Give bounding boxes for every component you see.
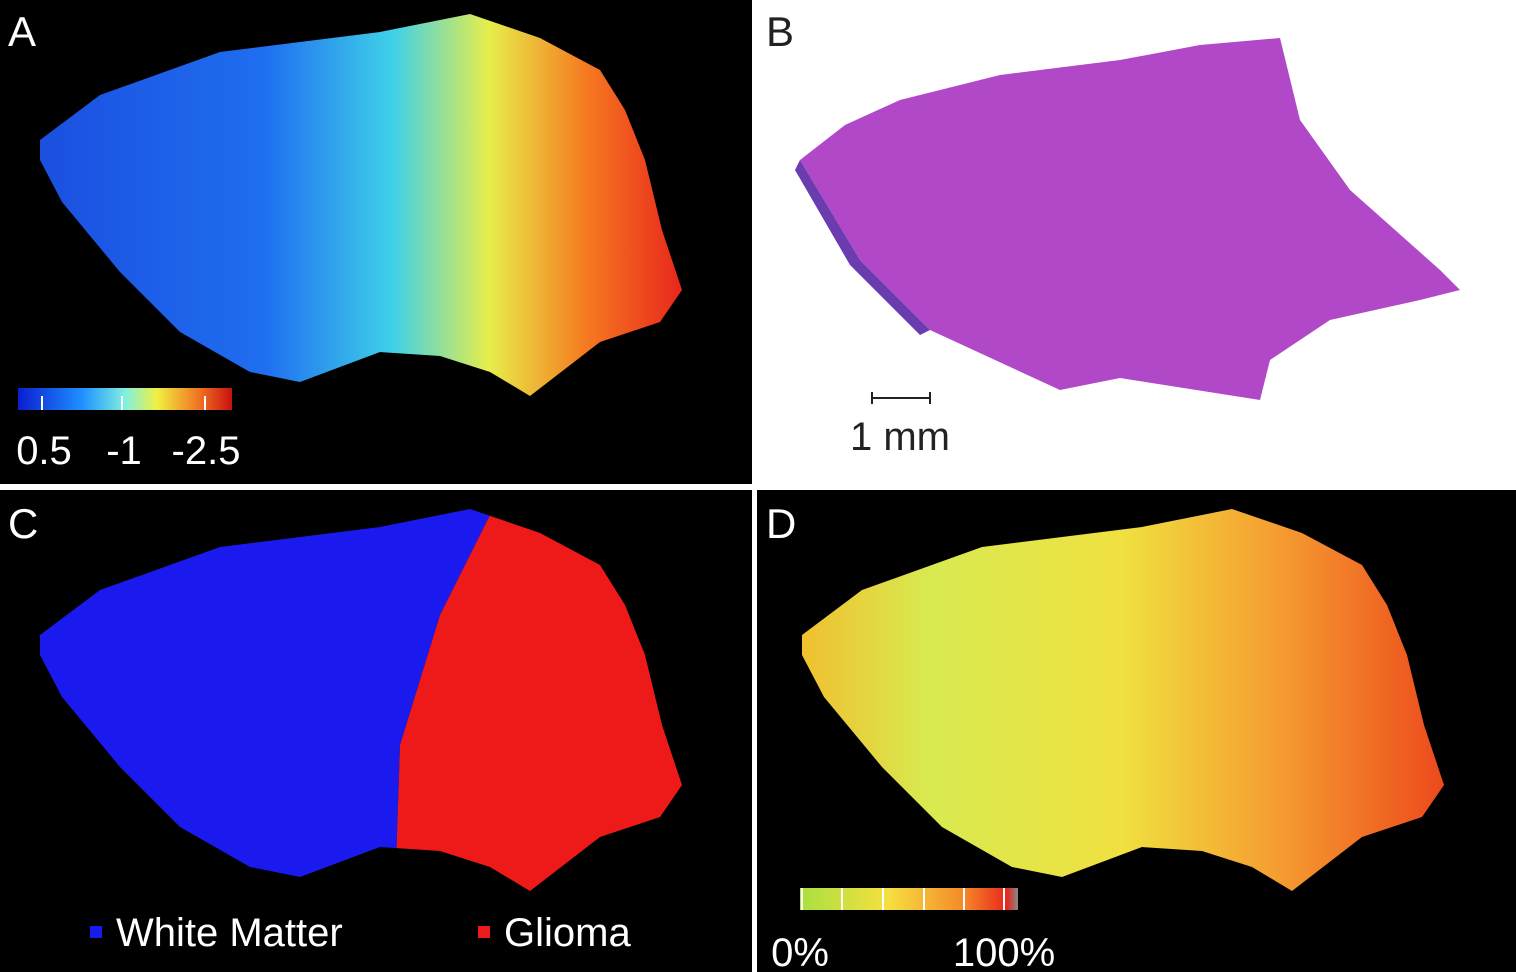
panel-label: B	[766, 8, 794, 55]
panel-d: D 0% 100%	[757, 490, 1516, 972]
scale-bar	[871, 392, 931, 404]
panel-b: B 1 mm	[757, 0, 1516, 487]
panel-label: A	[8, 8, 36, 55]
panel-c: C White Matter Glioma	[0, 490, 752, 972]
colorbar	[18, 388, 232, 410]
legend-label: Glioma	[504, 911, 631, 955]
colorbar-label: -1	[106, 429, 142, 473]
colorbar-label: 0.5	[16, 429, 72, 473]
tissue-section	[800, 38, 1460, 400]
colorbar-label: -2.5	[172, 429, 241, 473]
panel-label: C	[8, 500, 38, 547]
scale-bar-label: 1 mm	[850, 415, 950, 459]
colorbar-ticks	[801, 888, 1005, 910]
tissue-edge	[795, 160, 930, 335]
legend-label: White Matter	[116, 911, 343, 955]
colorbar-label: 100%	[953, 931, 1055, 972]
colorbar-label: 0%	[771, 931, 829, 972]
legend-swatch	[90, 926, 102, 938]
legend-swatch	[478, 926, 490, 938]
colorbar-ticks	[41, 396, 206, 410]
colorbar	[800, 888, 1018, 910]
panel-label: D	[766, 500, 796, 547]
panel-a: A 0.5 -1 -2.5	[0, 0, 752, 484]
